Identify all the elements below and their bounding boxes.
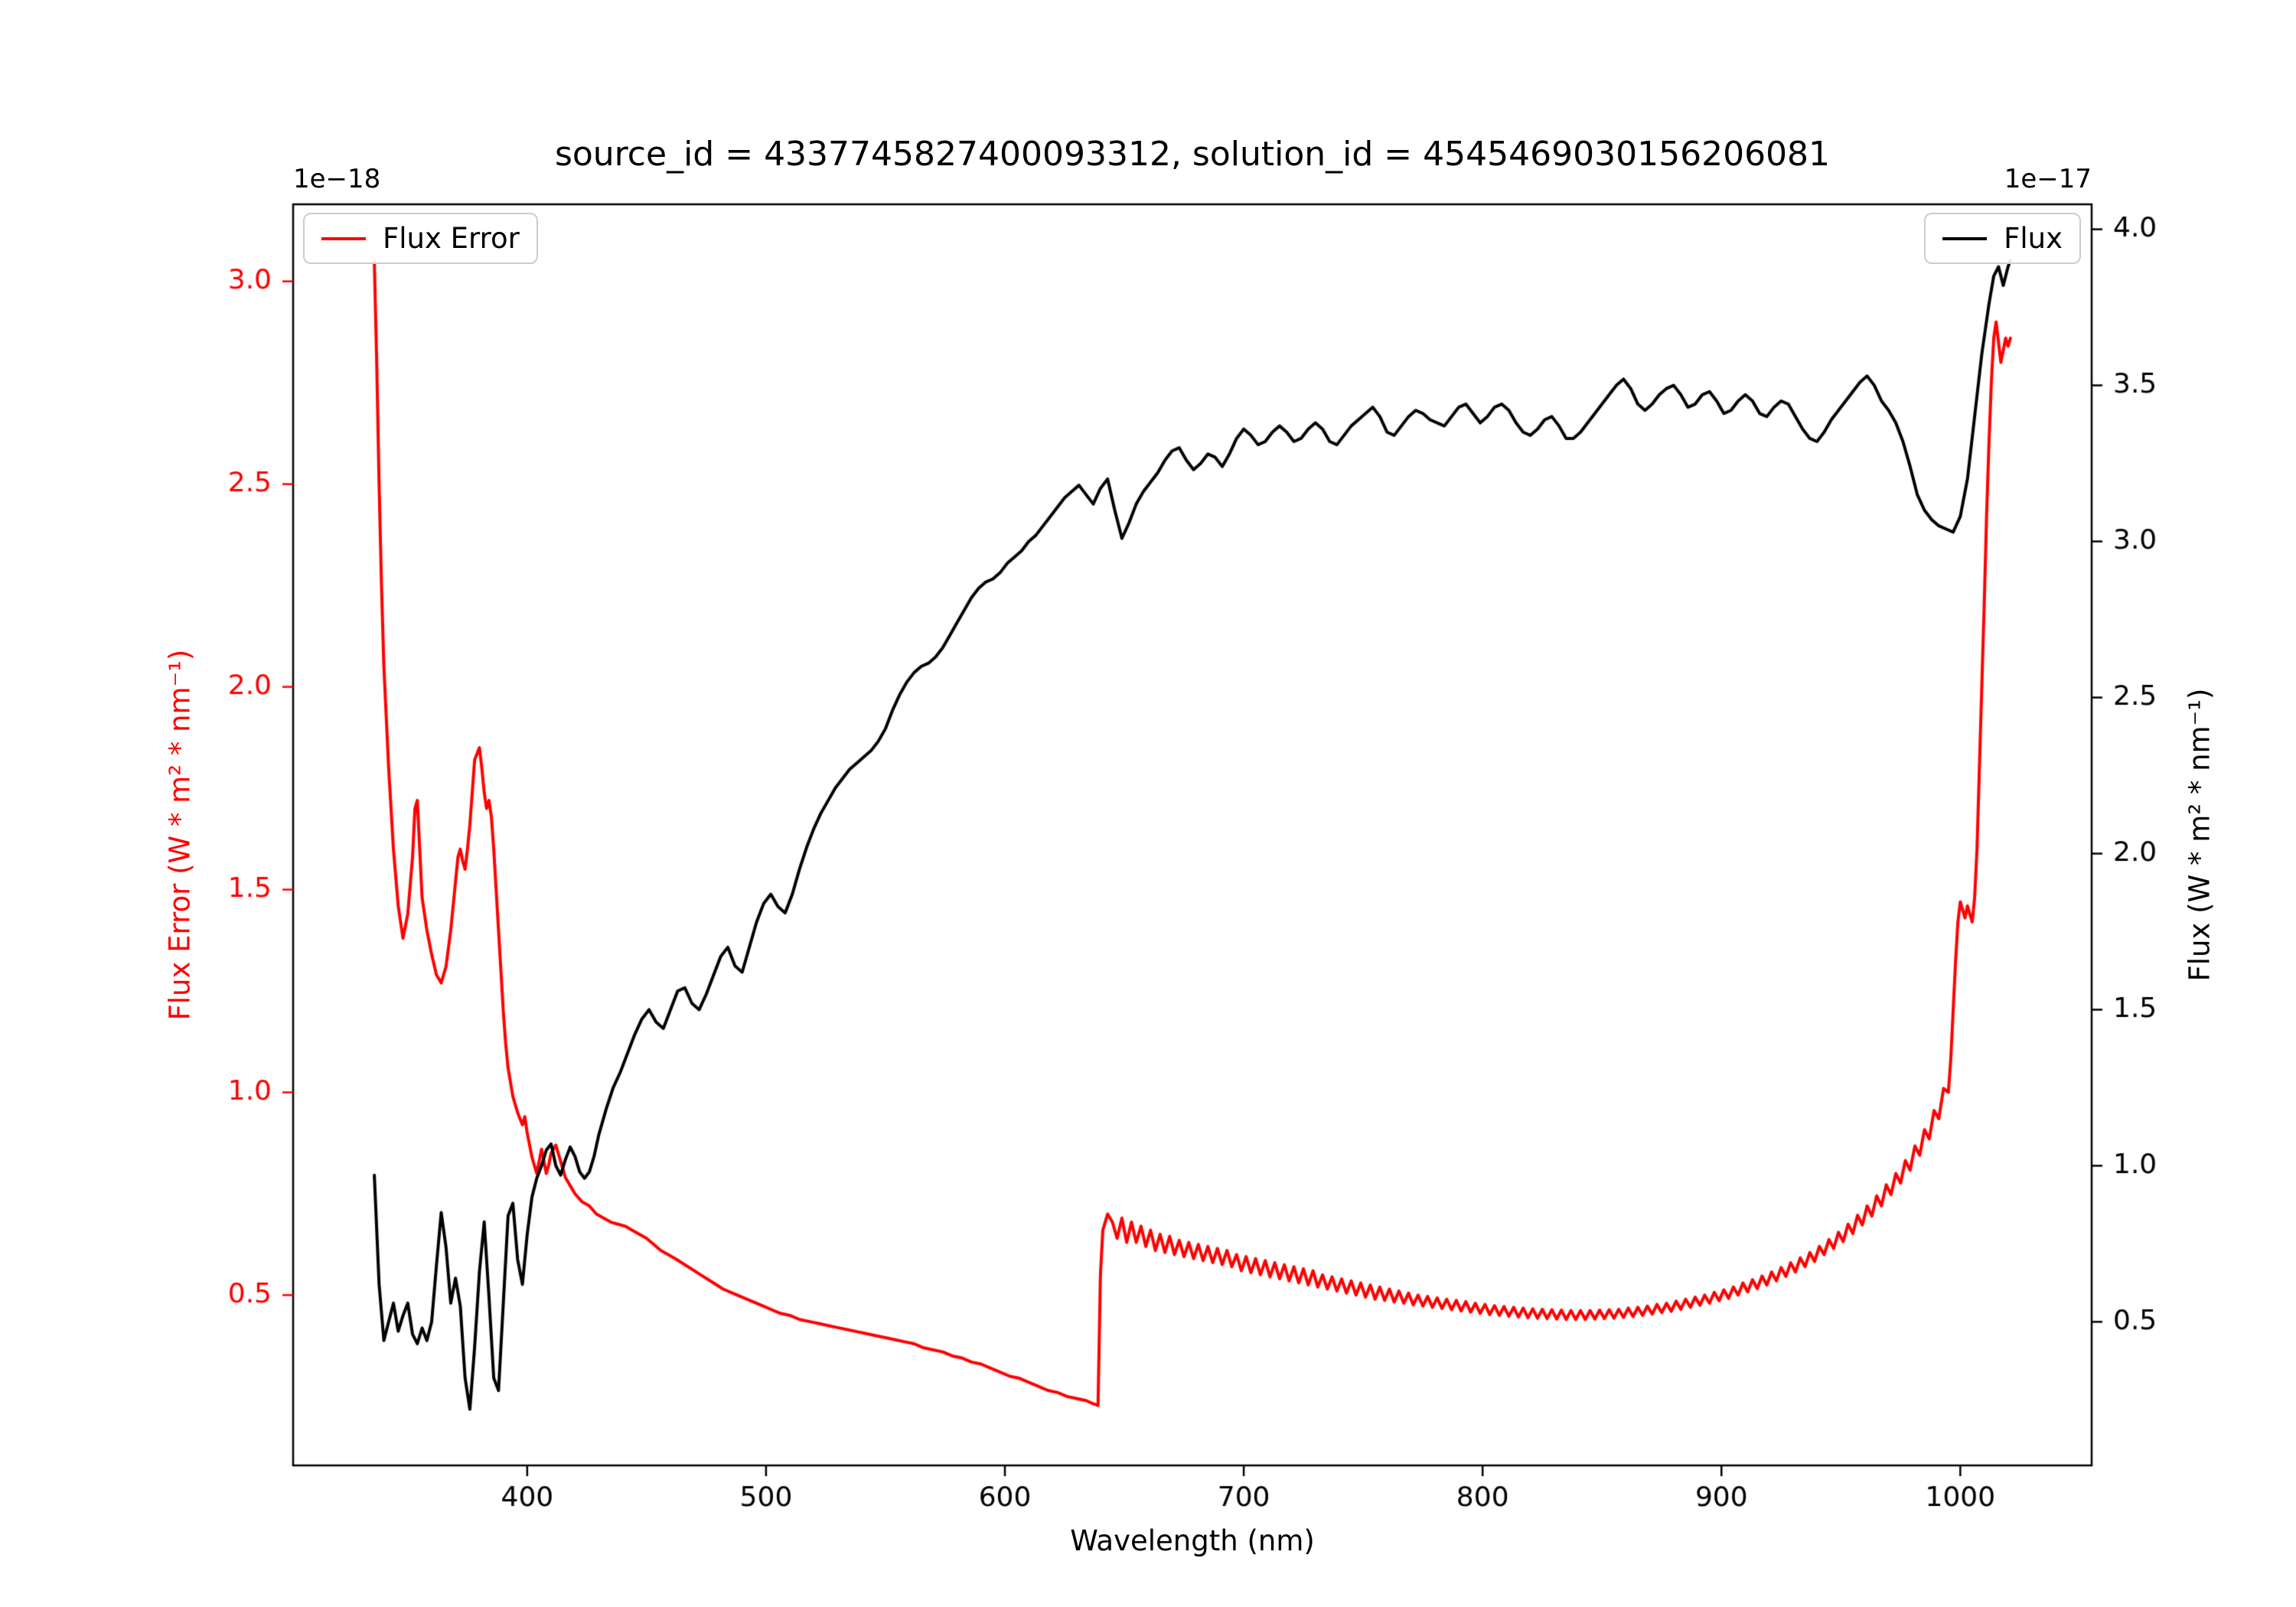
legend-label-flux-error: Flux Error xyxy=(383,222,520,255)
flux-error-line-swatch xyxy=(321,236,366,240)
legend-label-flux: Flux xyxy=(2004,222,2063,255)
x-axis-label: Wavelength (nm) xyxy=(1070,1524,1315,1557)
flux-line-swatch xyxy=(1942,236,1988,240)
left-axis-offset-text: 1e−18 xyxy=(293,164,381,194)
chart-title: source_id = 4337745827400093312, solutio… xyxy=(554,135,1831,174)
left-axis-label: Flux Error (W * m² * nm⁻¹) xyxy=(163,649,197,1021)
legend-flux: Flux xyxy=(1924,213,2081,264)
legend-flux-error: Flux Error xyxy=(303,213,538,264)
right-axis-offset-text: 1e−17 xyxy=(2004,164,2092,194)
right-axis-label: Flux (W * m² * nm⁻¹) xyxy=(2183,688,2216,982)
